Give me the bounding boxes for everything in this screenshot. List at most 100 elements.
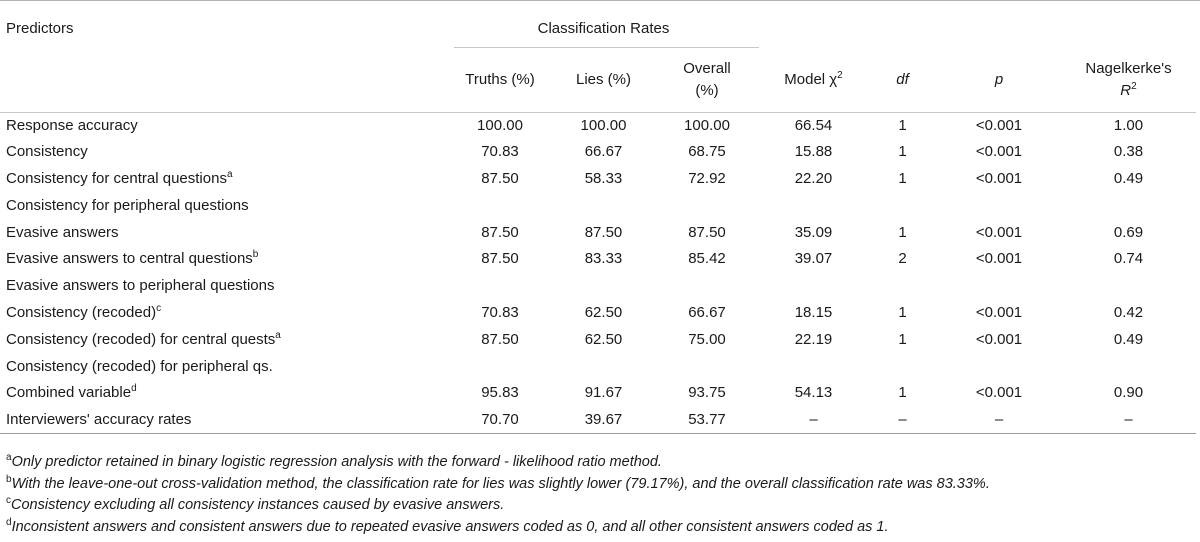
chi-cell: 18.15 [794, 303, 833, 321]
lies-cell: 58.33 [584, 169, 623, 187]
p-cell: <0.001 [975, 303, 1023, 321]
table-body: Response accuracy 100.00 100.00 100.00 66.54… [0, 111, 1196, 435]
chi-cell: 39.07 [794, 250, 833, 268]
predictor-cell: Consistency (recoded) for peripheral qs. [6, 357, 273, 375]
df-cell: 1 [898, 143, 907, 161]
df-cell: 2 [898, 250, 907, 268]
overall-cell: 100.00 [655, 111, 759, 139]
table-row: Consistency (recoded) for central quests… [0, 326, 1196, 353]
header-p: p [994, 70, 1004, 88]
table-row: Consistency (recoded)c 70.83 62.50 66.67 18.… [0, 300, 1196, 327]
overall-cell: 68.75 [688, 143, 726, 161]
lies-cell: 83.33 [584, 250, 623, 268]
predictor-cell: Response accuracy [0, 111, 448, 139]
overall-cell [655, 353, 759, 380]
r2-cell: 1.00 [1061, 111, 1196, 139]
chi-cell [759, 192, 868, 219]
predictor-cell: Evasive answers to central questionsb [6, 249, 259, 268]
df-cell [868, 353, 937, 380]
truths-cell: 87.50 [481, 223, 519, 241]
header-truths: Truths (%) [465, 70, 535, 88]
table-footnotes: aOnly predictor retained in binary logis… [6, 452, 1196, 538]
overall-cell: 85.42 [688, 250, 726, 268]
df-cell: – [868, 406, 937, 435]
header-predictors: Predictors [6, 19, 74, 37]
truths-cell: 87.50 [481, 330, 519, 348]
r2-cell [1061, 273, 1196, 300]
footnote-b: bWith the leave-one-out cross-validation… [6, 473, 990, 492]
truths-cell: 87.50 [481, 169, 519, 187]
truths-cell: 95.83 [481, 384, 519, 402]
truths-cell: 70.83 [481, 143, 519, 161]
df-cell [868, 192, 937, 219]
predictor-cell: Evasive answers [6, 223, 119, 241]
chi-cell [759, 273, 868, 300]
p-cell: <0.001 [975, 250, 1023, 268]
p-cell [937, 273, 1061, 300]
r2-cell: 0.38 [1113, 143, 1144, 161]
lies-cell [552, 273, 655, 300]
header-overall: Overall (%) [683, 59, 731, 99]
truths-cell: 100.00 [448, 111, 552, 139]
results-table: Predictors Classification Rates Truths (… [0, 8, 1196, 435]
lies-cell: 87.50 [584, 223, 623, 241]
truths-cell [448, 192, 552, 219]
chi-cell: 15.88 [794, 143, 833, 161]
header-model-chi: Model χ2 [784, 69, 843, 88]
lies-cell [552, 353, 655, 380]
lies-cell: 62.50 [584, 330, 623, 348]
overall-cell: 66.67 [688, 303, 726, 321]
table-row: Combined variabled 95.83 91.67 93.75 54.13 1 <… [0, 380, 1196, 407]
lies-cell: 100.00 [552, 111, 655, 139]
lies-cell: 39.67 [552, 406, 655, 435]
r2-cell: 0.69 [1113, 223, 1144, 241]
truths-cell: 87.50 [481, 250, 519, 268]
chi-cell: 22.20 [794, 169, 833, 187]
r2-cell: 0.49 [1113, 169, 1144, 187]
table-row: Consistency for peripheral questions [0, 192, 1196, 219]
lies-cell: 66.67 [584, 143, 623, 161]
table-row: Evasive answers to peripheral questions [0, 273, 1196, 300]
footnote-d: dInconsistent answers and consistent ans… [6, 516, 889, 535]
classification-span-rule [454, 47, 759, 48]
top-rule [0, 0, 1200, 1]
header-lies: Lies (%) [575, 70, 631, 88]
r2-cell: 0.42 [1113, 303, 1144, 321]
truths-cell [448, 353, 552, 380]
df-cell: 1 [898, 223, 907, 241]
chi-cell: – [759, 406, 868, 435]
p-cell: <0.001 [975, 384, 1023, 402]
table-row: Consistency for central questionsa 87.50 5… [0, 166, 1196, 193]
footnote-a: aOnly predictor retained in binary logis… [6, 452, 662, 470]
p-cell: <0.001 [975, 143, 1023, 161]
overall-cell: 87.50 [688, 223, 726, 241]
footnote-c: cConsistency excluding all consistency i… [6, 495, 505, 513]
predictor-cell: Consistency (recoded) for central quests… [6, 329, 281, 348]
predictor-cell: Consistency [6, 143, 88, 161]
table-row: Evasive answers to central questionsb 87.… [0, 246, 1196, 273]
overall-cell: 53.77 [655, 406, 759, 435]
chi-cell [759, 353, 868, 380]
df-cell: 1 [898, 330, 907, 348]
r2-cell: – [1061, 406, 1196, 435]
r2-cell: 0.74 [1113, 250, 1144, 268]
p-cell: <0.001 [975, 169, 1023, 187]
predictor-cell: Evasive answers to peripheral questions [6, 277, 275, 295]
overall-cell: 75.00 [688, 330, 726, 348]
truths-cell: 70.70 [448, 406, 552, 435]
table-row: Consistency (recoded) for peripheral qs. [0, 353, 1196, 380]
overall-cell [655, 192, 759, 219]
lies-cell: 91.67 [584, 384, 623, 402]
overall-cell [655, 273, 759, 300]
table-row: Evasive answers 87.50 87.50 87.50 35.09 1 <0.0… [0, 219, 1196, 246]
chi-cell: 35.09 [794, 223, 833, 241]
r2-cell [1061, 353, 1196, 380]
header-nagelkerke: Nagelkerke's R2 [1085, 59, 1172, 99]
r2-cell: 0.49 [1113, 330, 1144, 348]
overall-cell: 72.92 [688, 169, 726, 187]
df-cell: 1 [898, 384, 907, 402]
p-cell: <0.001 [937, 111, 1061, 139]
header-classification-rates: Classification Rates [448, 8, 759, 48]
r2-cell [1061, 192, 1196, 219]
